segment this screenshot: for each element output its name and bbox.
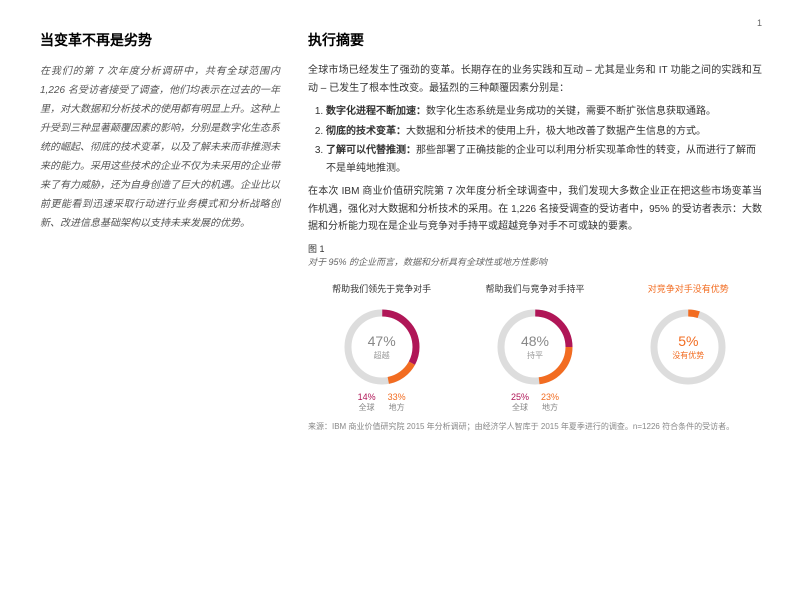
page-number: 1 <box>757 18 762 28</box>
right-column: 执行摘要 全球市场已经发生了强劲的变革。长期存在的业务实践和互动 – 尤其是业务… <box>308 30 762 582</box>
sub-stats-row: 25%全球 23%地方 <box>511 392 559 413</box>
chart-title: 帮助我们与竞争对手持平 <box>485 278 584 302</box>
donut-label: 没有优势 <box>672 350 704 361</box>
donut-center: 48%持平 <box>496 308 574 386</box>
list-item-rest: 数字化生态系统是业务成功的关键，需要不断扩张信息获取通路。 <box>426 106 716 117</box>
chart-title: 帮助我们领先于竞争对手 <box>332 278 431 302</box>
sub-stat-pct: 14% <box>358 392 376 402</box>
donut-percent: 5% <box>678 333 698 349</box>
donut-center: 5%没有优势 <box>649 308 727 386</box>
sub-stat-pct: 23% <box>541 392 559 402</box>
sub-stat: 23%地方 <box>541 392 559 413</box>
sub-stat-pct: 33% <box>388 392 406 402</box>
list-item-rest: 大数据和分析技术的使用上升，极大地改善了数据产生信息的方式。 <box>406 126 706 137</box>
sub-stats-row: 14%全球 33%地方 <box>358 392 406 413</box>
two-column-layout: 当变革不再是劣势 在我们的第 7 次年度分析调研中，共有全球范围内 1,226 … <box>40 30 762 582</box>
chart-title: 对竞争对手没有优势 <box>648 278 729 302</box>
chart-item: 帮助我们领先于竞争对手 47%超越 14%全球 33%地方 <box>312 278 452 413</box>
donut-label: 持平 <box>527 350 543 361</box>
list-item-lead: 了解可以代替推测： <box>326 145 416 156</box>
list-item-lead: 数字化进程不断加速： <box>326 106 426 117</box>
sub-stat-label: 全球 <box>358 402 376 413</box>
donut-chart: 47%超越 <box>343 308 421 386</box>
left-column: 当变革不再是劣势 在我们的第 7 次年度分析调研中，共有全球范围内 1,226 … <box>40 30 280 582</box>
left-body: 在我们的第 7 次年度分析调研中，共有全球范围内 1,226 名受访者接受了调查… <box>40 62 280 233</box>
intro-paragraph: 全球市场已经发生了强劲的变革。长期存在的业务实践和互动 – 尤其是业务和 IT … <box>308 62 762 97</box>
list-item-lead: 彻底的技术变革： <box>326 126 406 137</box>
left-heading: 当变革不再是劣势 <box>40 30 280 50</box>
figure-caption: 对于 95% 的企业而言，数据和分析具有全球性或地方性影响 <box>308 255 762 268</box>
donut-chart: 5%没有优势 <box>649 308 727 386</box>
list-item: 彻底的技术变革：大数据和分析技术的使用上升，极大地改善了数据产生信息的方式。 <box>326 123 762 141</box>
sub-stat: 25%全球 <box>511 392 529 413</box>
figure-footnote: 来源：IBM 商业价值研究院 2015 年分析调研；由经济学人智库于 2015 … <box>308 421 762 432</box>
donut-center: 47%超越 <box>343 308 421 386</box>
donut-label: 超越 <box>374 350 390 361</box>
right-heading: 执行摘要 <box>308 30 762 50</box>
list-item: 了解可以代替推测：那些部署了正确技能的企业可以利用分析实现革命性的转变，从而进行… <box>326 142 762 177</box>
sub-stat: 14%全球 <box>358 392 376 413</box>
figure-label: 图 1 <box>308 242 762 255</box>
chart-item: 对竞争对手没有优势 5%没有优势 <box>618 278 758 392</box>
disruption-list: 数字化进程不断加速：数字化生态系统是业务成功的关键，需要不断扩张信息获取通路。彻… <box>308 103 762 177</box>
donut-chart: 48%持平 <box>496 308 574 386</box>
donut-chart-row: 帮助我们领先于竞争对手47%超越14%全球33%地方帮助我们与竞争对手持平48%… <box>308 278 762 413</box>
donut-percent: 47% <box>368 333 396 349</box>
donut-percent: 48% <box>521 333 549 349</box>
list-item: 数字化进程不断加速：数字化生态系统是业务成功的关键，需要不断扩张信息获取通路。 <box>326 103 762 121</box>
sub-stat-label: 地方 <box>541 402 559 413</box>
sub-stat-label: 地方 <box>388 402 406 413</box>
sub-stat-label: 全球 <box>511 402 529 413</box>
sub-stat: 33%地方 <box>388 392 406 413</box>
sub-stat-pct: 25% <box>511 392 529 402</box>
paragraph-2: 在本次 IBM 商业价值研究院第 7 次年度分析全球调查中，我们发现大多数企业正… <box>308 183 762 236</box>
chart-item: 帮助我们与竞争对手持平 48%持平 25%全球 23%地方 <box>465 278 605 413</box>
